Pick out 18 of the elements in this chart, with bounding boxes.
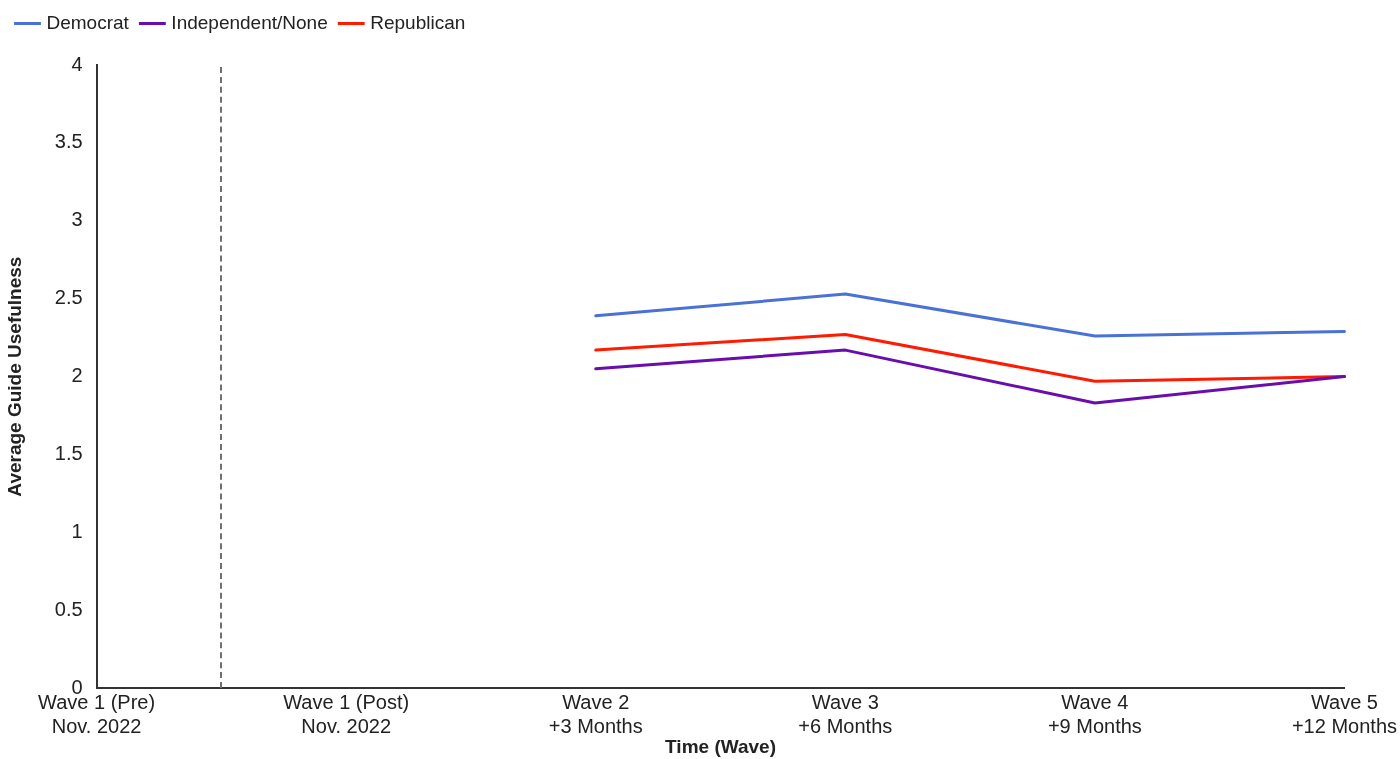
y-tick-label: 4 [71, 52, 83, 75]
legend-label: Independent/None [171, 11, 328, 33]
legend-label: Democrat [46, 11, 130, 33]
y-tick-label: 2 [71, 364, 83, 387]
x-axis-title: Time (Wave) [665, 735, 776, 757]
x-tick-label: Wave 4 +9 Months [1047, 690, 1142, 737]
y-tick-label: 1 [71, 519, 83, 542]
y-tick-label: 0.5 [54, 597, 83, 620]
y-tick-label: 3.5 [54, 130, 83, 153]
y-tick-label: 1.5 [54, 442, 83, 465]
x-tick-label: Wave 2 +3 Months [548, 690, 643, 737]
x-tick-label: Wave 3 +6 Months [798, 690, 893, 737]
y-tick-label: 2.5 [54, 286, 83, 309]
y-axis-title: Average Guide Usefulness [3, 256, 25, 497]
x-tick-label: Wave 1 (Post) Nov. 2022 [283, 690, 410, 737]
legend-label: Republican [370, 11, 466, 33]
x-tick-label: Wave 5 +12 Months [1291, 690, 1397, 737]
y-tick-label: 3 [71, 208, 83, 231]
